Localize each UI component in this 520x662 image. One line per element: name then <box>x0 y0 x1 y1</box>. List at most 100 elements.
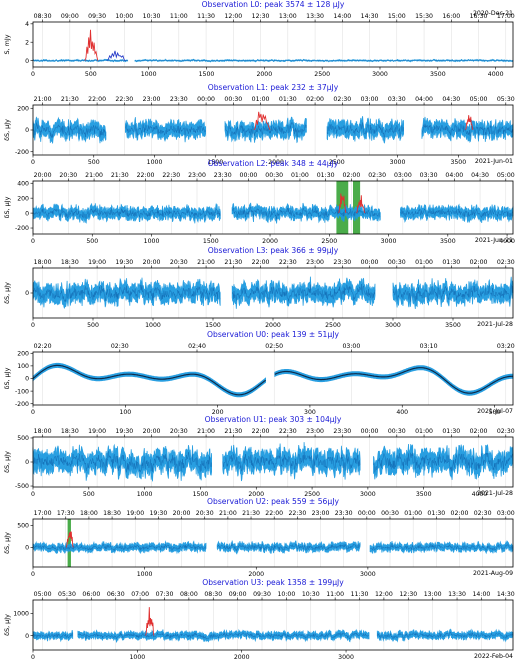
series-band <box>77 628 370 643</box>
x-tick-label: 1000 <box>129 654 145 661</box>
time-tick-label: 19:00 <box>88 428 106 435</box>
x-tick-label: 2500 <box>329 159 345 166</box>
y-tick-label: -100 <box>15 388 29 395</box>
date-label: 2021-Jul-28 <box>477 490 513 497</box>
time-tick-label: 09:00 <box>229 591 247 598</box>
time-tick-label: 13:00 <box>424 591 442 598</box>
panel-6: Observation U1: peak 303 ± 104μJy 2021-Ju… <box>3 415 515 498</box>
series-band <box>32 58 129 63</box>
flare-mark <box>145 607 155 636</box>
time-tick-label: 02:20 <box>34 343 52 350</box>
x-tick-label: 2000 <box>248 491 264 498</box>
time-tick-label: 16:00 <box>442 13 460 20</box>
time-tick-label: 06:30 <box>107 591 125 598</box>
date-label: 2021-Aug-09 <box>473 570 513 577</box>
time-tick-label: 18:30 <box>103 510 121 517</box>
time-tick-label: 19:00 <box>126 510 144 517</box>
time-tick-label: 05:30 <box>497 96 515 103</box>
time-tick-label: 02:40 <box>188 343 206 350</box>
x-tick-label: 3500 <box>430 71 446 78</box>
time-tick-label: 23:30 <box>333 428 351 435</box>
time-tick-label: 03:30 <box>388 96 406 103</box>
series-line <box>32 284 221 302</box>
time-tick-label: 11:30 <box>351 591 369 598</box>
panel-title: Observation L0: peak 3574 ± 128 μJy <box>202 0 345 9</box>
y-tick-label: -200 <box>15 401 29 408</box>
time-tick-label: 01:00 <box>291 172 309 179</box>
time-tick-label: 04:30 <box>442 96 460 103</box>
time-tick-label: 12:00 <box>375 591 393 598</box>
time-tick-label: 22:00 <box>137 172 155 179</box>
flare-mark <box>465 115 474 131</box>
highlight-band <box>336 181 349 234</box>
series-band <box>32 443 213 482</box>
time-tick-label: 23:00 <box>306 259 324 266</box>
time-tick-label: 22:30 <box>115 96 133 103</box>
time-tick-label: 19:00 <box>88 259 106 266</box>
x-tick-label: 3000 <box>390 159 406 166</box>
y-tick-label: 0 <box>25 633 29 640</box>
time-tick-label: 22:00 <box>252 259 270 266</box>
time-tick-label: 12:00 <box>224 13 242 20</box>
time-tick-label: 18:00 <box>34 259 52 266</box>
time-tick-label: 22:00 <box>265 510 283 517</box>
x-tick-label: 500 <box>88 159 100 166</box>
time-tick-label: 23:00 <box>143 96 161 103</box>
time-tick-label: 03:10 <box>420 343 438 350</box>
time-tick-label: 02:00 <box>306 96 324 103</box>
x-tick-label: 2500 <box>304 491 320 498</box>
time-tick-label: 11:30 <box>197 13 215 20</box>
y-tick-label: 200 <box>17 195 29 202</box>
axes-frame <box>32 21 514 68</box>
time-tick-label: 01:00 <box>404 510 422 517</box>
time-tick-label: 08:30 <box>34 13 52 20</box>
x-tick-label: 3500 <box>440 238 456 245</box>
time-tick-label: 11:00 <box>326 591 344 598</box>
x-tick-label: 0 <box>31 409 35 416</box>
time-tick-label: 21:30 <box>224 428 242 435</box>
panel-title: Observation U3: peak 1358 ± 199μJy <box>202 578 344 587</box>
series-line <box>326 122 404 139</box>
time-tick-label: 20:00 <box>34 172 52 179</box>
x-tick-label: 500 <box>83 491 95 498</box>
time-tick-label: 07:30 <box>156 591 174 598</box>
time-tick-label: 22:30 <box>288 510 306 517</box>
time-tick-label: 12:30 <box>399 591 417 598</box>
time-tick-label: 01:30 <box>442 259 460 266</box>
x-tick-label: 0 <box>31 571 35 578</box>
time-tick-label: 22:30 <box>279 428 297 435</box>
time-tick-label: 23:30 <box>170 96 188 103</box>
time-tick-label: 02:30 <box>474 510 492 517</box>
series-line <box>231 206 381 220</box>
x-tick-label: 0 <box>31 322 35 329</box>
flare-mark <box>338 193 347 214</box>
time-tick-label: 22:30 <box>279 259 297 266</box>
panel-4: Observation L3: peak 366 ± 99μJy 2021-Jul… <box>3 246 515 329</box>
y-tick-label: 0 <box>25 290 29 297</box>
flare-mark <box>253 111 271 131</box>
y-tick-label: 400 <box>17 180 29 187</box>
time-tick-label: 01:30 <box>317 172 335 179</box>
time-tick-label: 03:00 <box>497 510 515 517</box>
x-tick-label: 4000 <box>488 71 504 78</box>
time-tick-label: 03:00 <box>361 96 379 103</box>
time-tick-label: 23:00 <box>312 510 330 517</box>
time-tick-label: 04:00 <box>415 96 433 103</box>
time-tick-label: 01:00 <box>415 259 433 266</box>
panel-7: Observation U2: peak 559 ± 56μJy 2021-Aug… <box>3 497 515 578</box>
series-line <box>125 124 206 136</box>
series-line <box>32 451 212 473</box>
y-axis-label: δS, μJy <box>3 282 11 304</box>
x-tick-label: 3500 <box>450 159 466 166</box>
time-tick-label: 14:30 <box>361 13 379 20</box>
x-tick-label: 1000 <box>145 322 161 329</box>
x-tick-label: 3000 <box>372 71 388 78</box>
time-tick-label: 20:00 <box>173 510 191 517</box>
time-tick-label: 17:00 <box>497 13 515 20</box>
time-tick-label: 08:30 <box>204 591 222 598</box>
x-tick-label: 500 <box>86 238 98 245</box>
time-tick-label: 19:30 <box>115 259 133 266</box>
time-tick-label: 08:00 <box>180 591 198 598</box>
date-label: 2020-Dec-21 <box>473 10 513 17</box>
x-tick-label: 3500 <box>445 322 461 329</box>
